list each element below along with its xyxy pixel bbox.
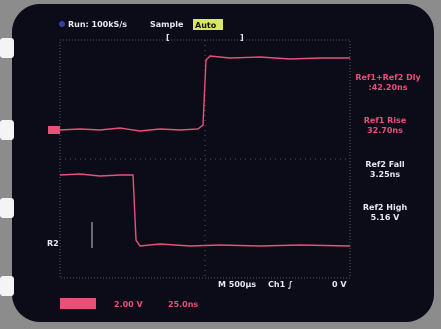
timebase: M 500µs [218,280,256,289]
measurement-label: Ref1 Rise [364,116,407,125]
film-tab [0,198,14,218]
measurement-label: Ref2 Fall [365,160,405,169]
ref-badge [60,298,96,309]
trigger-channel: Ch1 ∫ [268,280,293,289]
bracket-left: [ [166,33,170,42]
film-tab [0,276,14,296]
trigger-mode: Auto [195,21,217,30]
measurement-value: 3.25ns [370,170,400,179]
measurement-value: 5.16 V [371,213,401,222]
film-tab [0,120,14,140]
ref-time: 25.0ns [168,300,198,309]
run-status: Run: 100kS/s [68,20,127,29]
ref2-marker: R2 [47,239,59,248]
measurement-label: Ref2 High [363,203,408,212]
ref1-marker [48,126,60,134]
trigger-level: 0 V [332,280,347,289]
acquire-mode: Sample [150,20,184,29]
measurement-value: 32.70ns [367,126,403,135]
measurement-value: :42.20ns [369,83,408,92]
ref-scale: 2.00 V [114,300,144,309]
scope-screenshot: R2 Run: 100kS/s Sample Auto [ ] Ref1+Ref… [0,0,441,329]
film-tab [0,38,14,58]
bracket-right: ] [240,33,244,42]
run-indicator [59,21,65,27]
page: {"header": {"run": "Run: 100kS/s", "mode… [0,0,441,329]
measurement-label: Ref1+Ref2 Dly [355,73,421,82]
